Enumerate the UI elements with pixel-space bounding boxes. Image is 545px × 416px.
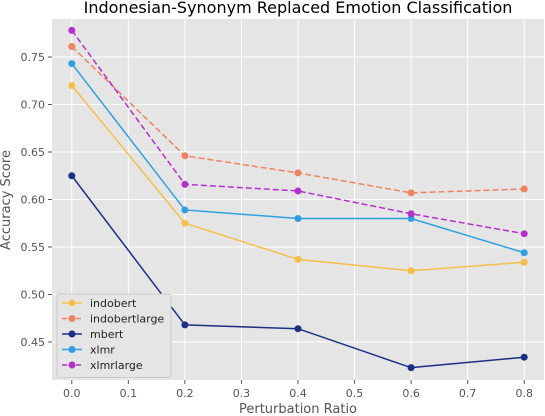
data-point-indobertlarge — [407, 189, 415, 197]
legend-label: xlmr — [90, 344, 115, 357]
chart-title: Indonesian-Synonym Replaced Emotion Clas… — [84, 0, 513, 17]
legend-label: mbert — [90, 328, 124, 341]
grid-lines — [52, 19, 544, 380]
x-tick-label: 0.1 — [120, 387, 138, 400]
data-point-indobert — [407, 267, 415, 275]
x-tick-label: 0.6 — [402, 387, 420, 400]
data-point-xlmrlarge — [68, 26, 76, 34]
legend-label: indobert — [90, 297, 137, 310]
data-point-xlmrlarge — [520, 230, 528, 238]
data-point-indobertlarge — [181, 152, 189, 160]
data-point-indobertlarge — [294, 169, 302, 177]
data-point-mbert — [181, 321, 189, 329]
x-tick-label: 0.5 — [346, 387, 364, 400]
y-tick-label: 0.65 — [21, 146, 46, 159]
series-layer — [68, 26, 528, 372]
y-tick-label: 0.50 — [21, 289, 46, 302]
data-point-xlmr — [294, 215, 302, 222]
legend-swatch-marker — [68, 330, 76, 338]
axes: 0.0 0.1 0.2 0.3 0.4 0.5 0.6 0.7 0.8 0.45 0.50 0.55 0… — [21, 51, 533, 400]
x-tick-label: 0.4 — [289, 387, 307, 400]
data-point-indobertlarge — [68, 43, 76, 51]
data-point-mbert — [294, 325, 302, 333]
data-point-xlmrlarge — [294, 187, 302, 195]
series-indobertlarge — [68, 43, 528, 197]
data-point-indobertlarge — [520, 185, 528, 193]
legend-swatch-marker — [68, 299, 76, 307]
data-point-xlmr — [68, 60, 76, 68]
data-point-xlmrlarge — [181, 180, 189, 188]
y-tick-label: 0.45 — [21, 336, 46, 349]
legend-swatch-marker — [68, 346, 76, 353]
y-tick-label: 0.55 — [21, 241, 46, 254]
y-tick-label: 0.70 — [21, 99, 46, 112]
x-tick-label: 0.8 — [515, 387, 533, 400]
series-line-xlmrlarge — [71, 29, 525, 235]
data-point-xlmr — [520, 249, 528, 257]
data-point-indobert — [181, 219, 189, 227]
y-tick-label: 0.75 — [21, 51, 46, 64]
series-indobert — [68, 82, 528, 275]
legend: indobert indobertlarge mbert xlmr xlmrlarge — [56, 293, 172, 378]
data-point-mbert — [68, 172, 76, 180]
x-tick-label: 0.7 — [459, 387, 477, 400]
series-xlmrlarge — [68, 26, 528, 238]
data-point-indobert — [68, 82, 76, 89]
legend-swatch-marker — [68, 361, 76, 369]
data-point-mbert — [520, 353, 528, 361]
y-tick-label: 0.60 — [21, 194, 46, 207]
data-point-indobert — [520, 258, 528, 266]
data-point-mbert — [407, 364, 415, 372]
legend-box — [56, 293, 172, 378]
y-axis-label: Accuracy Score — [0, 150, 14, 250]
data-point-xlmr — [181, 206, 189, 214]
legend-label: indobertlarge — [90, 313, 164, 326]
data-point-indobert — [294, 255, 302, 263]
x-tick-label: 0.3 — [233, 387, 251, 400]
x-tick-label: 0.2 — [176, 387, 194, 400]
data-point-xlmrlarge — [407, 210, 415, 218]
legend-label: xlmrlarge — [90, 359, 143, 372]
x-tick-label: 0.0 — [63, 387, 81, 400]
series-mbert — [68, 172, 528, 372]
legend-swatch-marker — [68, 315, 76, 322]
x-axis-label: Perturbation Ratio — [239, 402, 357, 416]
